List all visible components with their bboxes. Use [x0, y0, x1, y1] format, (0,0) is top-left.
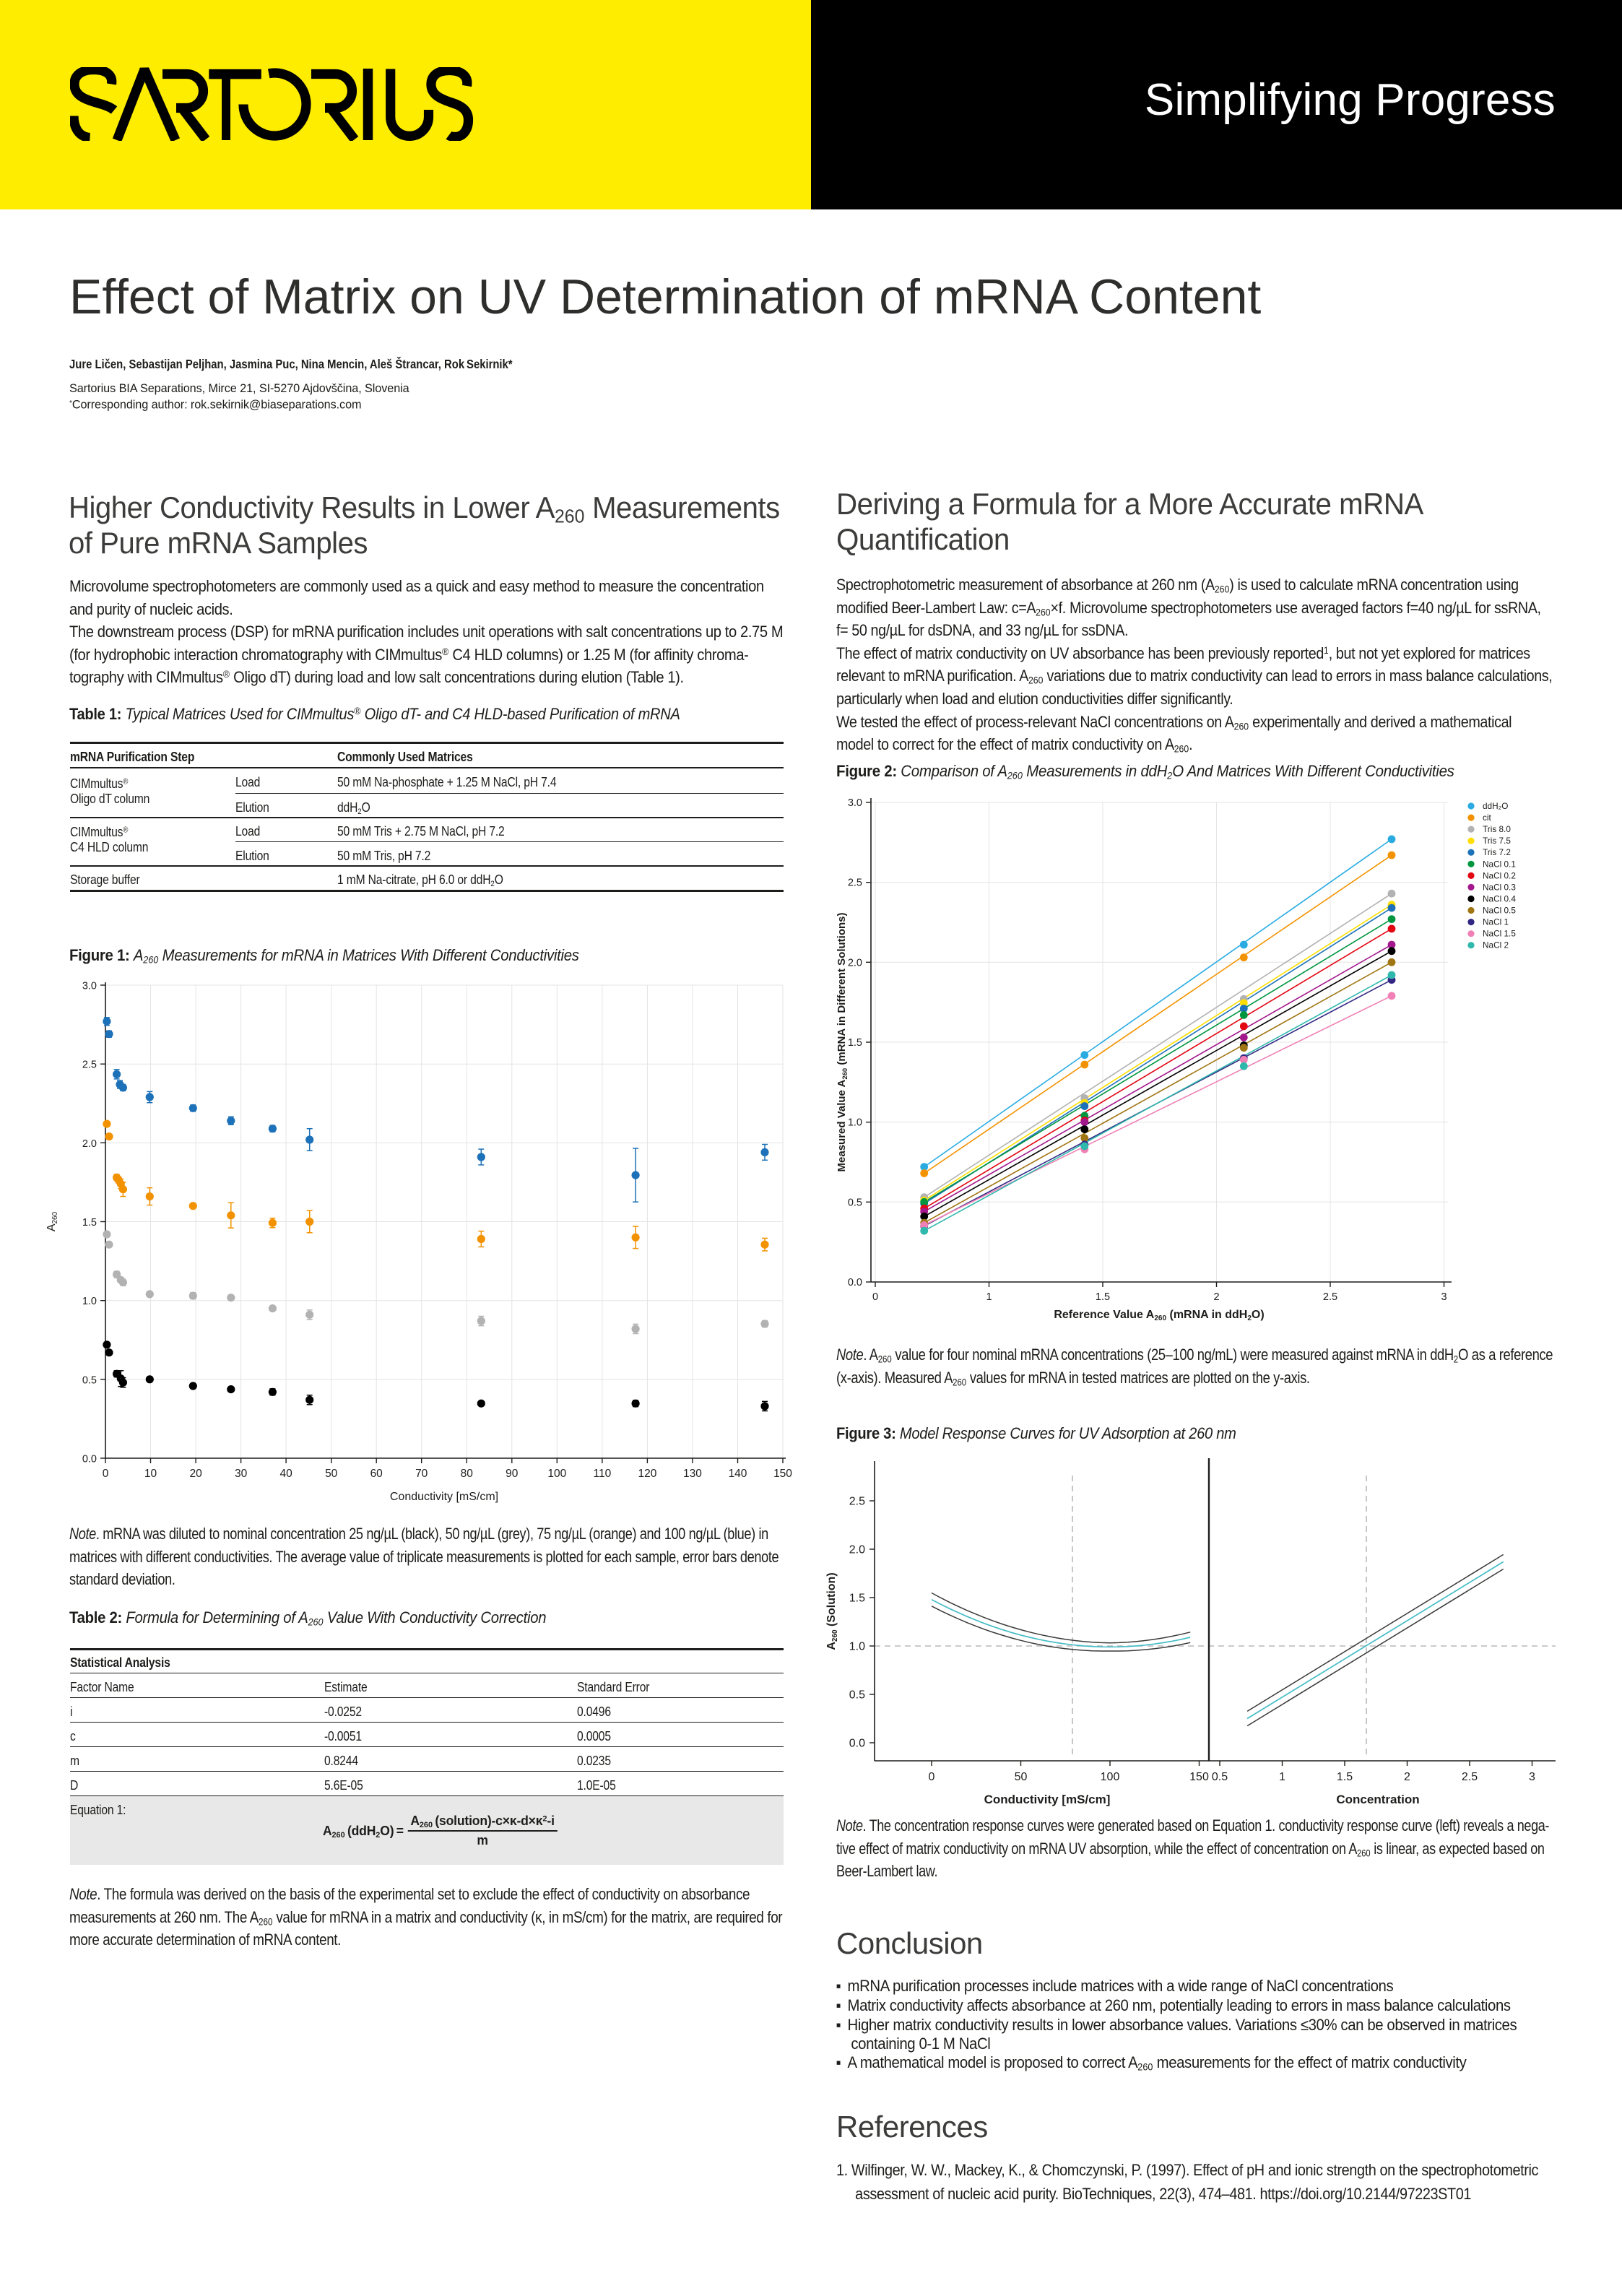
svg-text:0.5: 0.5 — [1212, 1771, 1228, 1783]
svg-text:40: 40 — [279, 1468, 292, 1480]
svg-text:NaCl 0.4: NaCl 0.4 — [1483, 894, 1516, 904]
svg-text:0.0: 0.0 — [849, 1738, 865, 1750]
svg-text:1.0: 1.0 — [82, 1296, 97, 1307]
svg-text:2.0: 2.0 — [848, 957, 862, 969]
svg-text:100: 100 — [547, 1468, 566, 1480]
svg-text:1: 1 — [1279, 1771, 1285, 1783]
svg-text:0.5: 0.5 — [848, 1197, 862, 1208]
svg-text:Concentration: Concentration — [1336, 1793, 1419, 1806]
svg-text:70: 70 — [415, 1468, 428, 1480]
svg-text:2.0: 2.0 — [82, 1138, 97, 1150]
svg-text:110: 110 — [594, 1468, 612, 1480]
svg-text:0: 0 — [103, 1468, 109, 1480]
svg-text:Conductivity [mS/cm]: Conductivity [mS/cm] — [390, 1491, 498, 1503]
svg-text:130: 130 — [683, 1468, 702, 1480]
svg-text:2.5: 2.5 — [1323, 1291, 1337, 1303]
svg-text:3: 3 — [1441, 1291, 1447, 1303]
svg-text:3.0: 3.0 — [848, 797, 862, 809]
svg-text:50: 50 — [1015, 1771, 1028, 1783]
svg-text:150: 150 — [773, 1468, 792, 1480]
svg-text:NaCl 0.5: NaCl 0.5 — [1483, 906, 1516, 916]
svg-text:10: 10 — [144, 1468, 157, 1480]
svg-text:Reference Value A260 (mRNA in: Reference Value A260 (mRNA in ddH2O) — [1054, 1309, 1264, 1322]
svg-text:2.5: 2.5 — [849, 1496, 865, 1508]
svg-text:140: 140 — [729, 1468, 747, 1480]
svg-text:Tris 8.0: Tris 8.0 — [1483, 824, 1511, 834]
svg-text:NaCl 0.3: NaCl 0.3 — [1483, 882, 1516, 892]
svg-text:Conductivity [mS/cm]: Conductivity [mS/cm] — [984, 1793, 1111, 1806]
svg-text:0: 0 — [929, 1771, 935, 1783]
svg-text:1.5: 1.5 — [82, 1217, 97, 1229]
svg-text:1.5: 1.5 — [849, 1593, 865, 1605]
svg-text:0.5: 0.5 — [82, 1374, 97, 1386]
svg-text:1.5: 1.5 — [848, 1037, 862, 1049]
svg-text:1.0: 1.0 — [848, 1117, 862, 1129]
svg-text:2.5: 2.5 — [82, 1060, 97, 1071]
svg-text:1: 1 — [986, 1291, 992, 1303]
svg-text:3: 3 — [1529, 1771, 1535, 1783]
svg-text:1.5: 1.5 — [1337, 1771, 1353, 1783]
svg-text:Measured Value A260 (mRNA in D: Measured Value A260 (mRNA in Different S… — [836, 913, 849, 1172]
svg-text:20: 20 — [189, 1468, 202, 1480]
svg-text:NaCl 2: NaCl 2 — [1483, 940, 1509, 950]
svg-text:150: 150 — [1189, 1771, 1209, 1783]
svg-text:100: 100 — [1101, 1771, 1120, 1783]
svg-text:0: 0 — [872, 1291, 878, 1303]
svg-text:A260: A260 — [45, 1211, 59, 1231]
svg-text:120: 120 — [638, 1468, 656, 1480]
svg-text:2: 2 — [1404, 1771, 1410, 1783]
svg-text:Tris 7.2: Tris 7.2 — [1483, 847, 1511, 857]
svg-text:NaCl 0.2: NaCl 0.2 — [1483, 870, 1516, 880]
svg-text:30: 30 — [235, 1468, 248, 1480]
svg-text:50: 50 — [325, 1468, 338, 1480]
svg-text:NaCl 0.1: NaCl 0.1 — [1483, 859, 1516, 869]
svg-text:2.5: 2.5 — [848, 878, 862, 889]
svg-text:cit: cit — [1483, 813, 1492, 823]
svg-text:90: 90 — [506, 1468, 519, 1480]
svg-text:A260 (Solution): A260 (Solution) — [825, 1572, 839, 1650]
svg-text:NaCl 1: NaCl 1 — [1483, 917, 1509, 927]
svg-text:ddH₂O: ddH₂O — [1483, 801, 1508, 811]
svg-text:2.5: 2.5 — [1462, 1771, 1478, 1783]
svg-text:60: 60 — [370, 1468, 383, 1480]
svg-text:0.5: 0.5 — [849, 1689, 865, 1702]
svg-text:1.0: 1.0 — [849, 1641, 865, 1653]
svg-text:2: 2 — [1213, 1291, 1219, 1303]
svg-text:NaCl 1.5: NaCl 1.5 — [1483, 929, 1516, 939]
svg-text:2.0: 2.0 — [849, 1544, 865, 1556]
svg-text:1.5: 1.5 — [1096, 1291, 1110, 1303]
svg-text:0.0: 0.0 — [848, 1277, 862, 1288]
svg-text:0.0: 0.0 — [82, 1454, 97, 1465]
svg-text:3.0: 3.0 — [82, 981, 97, 992]
svg-text:Tris 7.5: Tris 7.5 — [1483, 836, 1511, 846]
svg-text:80: 80 — [461, 1468, 474, 1480]
